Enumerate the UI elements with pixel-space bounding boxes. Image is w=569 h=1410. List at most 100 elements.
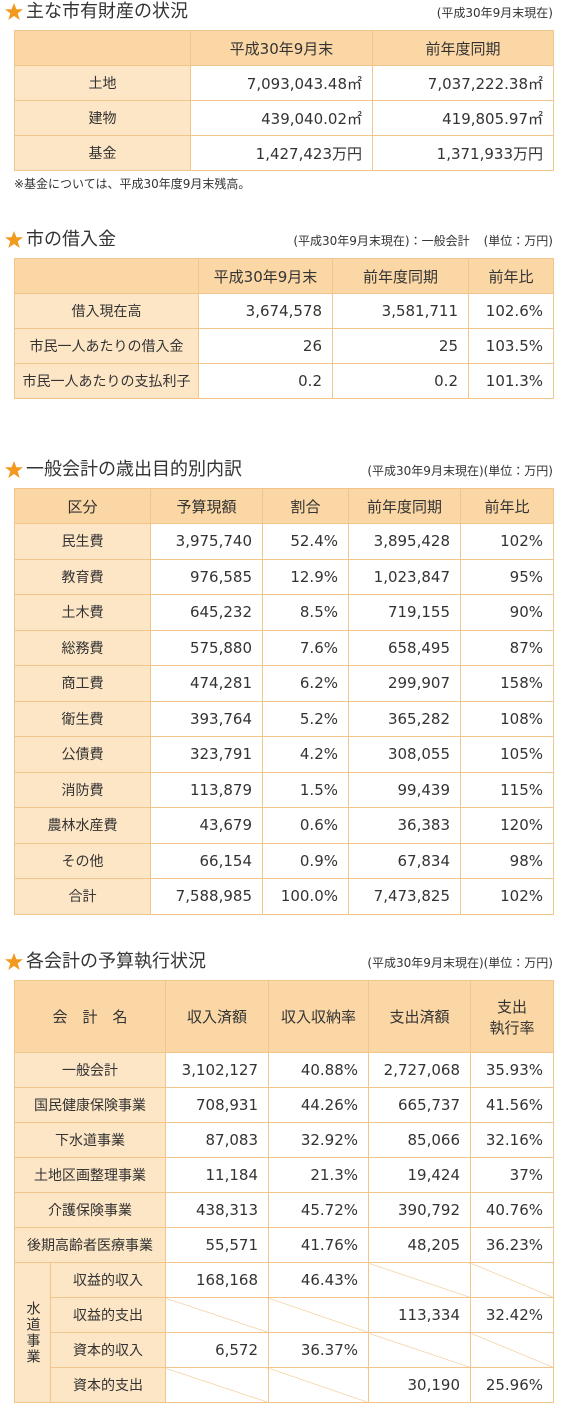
table-row: 公債費 323,791 4.2% 308,055 105%: [14, 736, 554, 773]
star-icon: [5, 953, 23, 970]
value-cell: 168,168: [165, 1262, 270, 1298]
corner-cell: 会 計 名: [13, 980, 167, 1053]
column-header: 支出 執行率: [470, 980, 555, 1053]
value-cell: 105%: [460, 736, 554, 773]
row-label: 資本的支出: [49, 1367, 167, 1403]
star-icon: [5, 231, 23, 248]
value-cell: 44.26%: [268, 1087, 370, 1123]
table-row: 土木費 645,232 8.5% 719,155 90%: [14, 594, 554, 631]
empty-cell: [368, 1332, 472, 1368]
row-label: 下水道事業: [13, 1122, 167, 1158]
section-notes: (平成30年9月末現在)：一般会計 (単位：万円): [293, 232, 553, 250]
note: (平成30年9月末現在): [436, 6, 553, 20]
value-cell: 26: [198, 328, 333, 364]
value-cell: 3,674,578: [198, 293, 333, 329]
section-header: 各会計の予算執行状況 (平成30年9月末現在)(単位：万円): [5, 950, 553, 976]
row-label: 介護保険事業: [13, 1192, 167, 1228]
section-header: 市の借入金 (平成30年9月末現在)：一般会計 (単位：万円): [5, 228, 553, 254]
header-row: 平成30年9月末 前年度同期 前年比: [14, 258, 554, 294]
table-row: 土地区画整理事業 11,184 21.3% 19,424 37%: [13, 1157, 555, 1193]
empty-cell: [165, 1297, 270, 1333]
value-cell: 7,093,043.48㎡: [190, 65, 373, 101]
value-cell: 8.5%: [262, 594, 349, 631]
row-label: 収益的支出: [49, 1297, 167, 1333]
value-cell: 100.0%: [262, 878, 349, 915]
value-cell: 40.88%: [268, 1052, 370, 1088]
value-cell: 113,879: [150, 771, 263, 808]
value-cell: 3,581,711: [332, 293, 469, 329]
value-cell: 0.6%: [262, 807, 349, 844]
value-cell: 25.96%: [470, 1367, 555, 1403]
value-cell: 48,205: [368, 1227, 472, 1263]
column-header: 支出済額: [368, 980, 472, 1053]
value-cell: 4.2%: [262, 736, 349, 773]
value-cell: 25: [332, 328, 469, 364]
column-header: 前年度同期: [372, 30, 554, 66]
row-label: 合計: [14, 878, 151, 915]
value-cell: 40.76%: [470, 1192, 555, 1228]
row-label: 借入現在高: [14, 293, 199, 329]
table-row: 衛生費 393,764 5.2% 365,282 108%: [14, 700, 554, 737]
value-cell: 3,895,428: [348, 523, 461, 560]
value-cell: 108%: [460, 700, 554, 737]
section-notes: (平成30年9月末現在): [437, 4, 553, 22]
row-label: 建物: [14, 100, 191, 136]
table-row: 資本的収入 6,572 36.37%: [15, 1332, 555, 1368]
data-table: 会 計 名収入済額 収入収納率 支出済額 支出 執行率 一般会計 3,102,127 40.8…: [13, 980, 555, 1403]
section-title: 一般会計の歳出目的別内訳: [5, 458, 242, 482]
value-cell: 658,495: [348, 629, 461, 666]
section-title: 主な市有財産の状況: [5, 0, 188, 24]
note: (平成30年9月末現在)(単位：万円): [367, 464, 553, 478]
value-cell: 393,764: [150, 700, 263, 737]
section: 一般会計の歳出目的別内訳 (平成30年9月末現在)(単位：万円) 区分 予算現額 割合前…: [5, 458, 554, 915]
header-line: 執行率: [489, 1018, 535, 1037]
value-cell: 308,055: [348, 736, 461, 773]
note: (単位：万円): [483, 234, 553, 248]
value-cell: 98%: [460, 842, 554, 879]
table-row: 資本的支出 30,190 25.96%: [15, 1367, 555, 1403]
value-cell: 7,037,222.38㎡: [372, 65, 554, 101]
value-cell: 1,023,847: [348, 558, 461, 595]
row-label: 教育費: [14, 558, 151, 595]
section-notes: (平成30年9月末現在)(単位：万円): [367, 462, 553, 480]
value-cell: 32.16%: [470, 1122, 555, 1158]
value-cell: 67,834: [348, 842, 461, 879]
table-row: 国民健康保険事業 708,931 44.26% 665,737 41.56%: [13, 1087, 555, 1123]
value-cell: 0.9%: [262, 842, 349, 879]
value-cell: 2,727,068: [368, 1052, 472, 1088]
data-table: 平成30年9月末 前年度同期 土地 7,093,043.48㎡ 7,037,222.38…: [14, 30, 554, 171]
value-cell: 1,427,423万円: [190, 135, 373, 171]
column-header: 前年比: [468, 258, 554, 294]
value-cell: 11,184: [165, 1157, 270, 1193]
value-cell: 37%: [470, 1157, 555, 1193]
table-row: 市民一人あたりの借入金 26 25 103.5%: [14, 328, 554, 364]
value-cell: 299,907: [348, 665, 461, 702]
value-cell: 36,383: [348, 807, 461, 844]
row-label: 消防費: [14, 771, 151, 808]
value-cell: 87,083: [165, 1122, 270, 1158]
value-cell: 102%: [460, 523, 554, 560]
corner-cell: [14, 30, 191, 66]
value-cell: 85,066: [368, 1122, 472, 1158]
value-cell: 87%: [460, 629, 554, 666]
title-text: 市の借入金: [26, 229, 116, 250]
row-label: 商工費: [14, 665, 151, 702]
section-title: 各会計の予算執行状況: [5, 950, 206, 974]
row-label: 後期高齢者医療事業: [13, 1227, 167, 1263]
table-row: 水道事業 収益的収入 168,168 46.43%: [14, 1262, 555, 1403]
table-row: 一般会計 3,102,127 40.88% 2,727,068 35.93%: [13, 1052, 555, 1088]
table-row: 総務費 575,880 7.6% 658,495 87%: [14, 629, 554, 666]
value-cell: 21.3%: [268, 1157, 370, 1193]
table-row: 教育費 976,585 12.9% 1,023,847 95%: [14, 558, 554, 595]
table-row: 市民一人あたりの支払利子 0.2 0.2 101.3%: [14, 363, 554, 399]
row-label: 市民一人あたりの支払利子: [14, 363, 199, 399]
column-header: 前年度同期: [332, 258, 469, 294]
row-label: 衛生費: [14, 700, 151, 737]
header-row: 平成30年9月末 前年度同期: [14, 30, 554, 66]
row-label: 民生費: [14, 523, 151, 560]
value-cell: 419,805.97㎡: [372, 100, 554, 136]
value-cell: 7,473,825: [348, 878, 461, 915]
value-cell: 7,588,985: [150, 878, 263, 915]
empty-cell: [470, 1332, 555, 1368]
